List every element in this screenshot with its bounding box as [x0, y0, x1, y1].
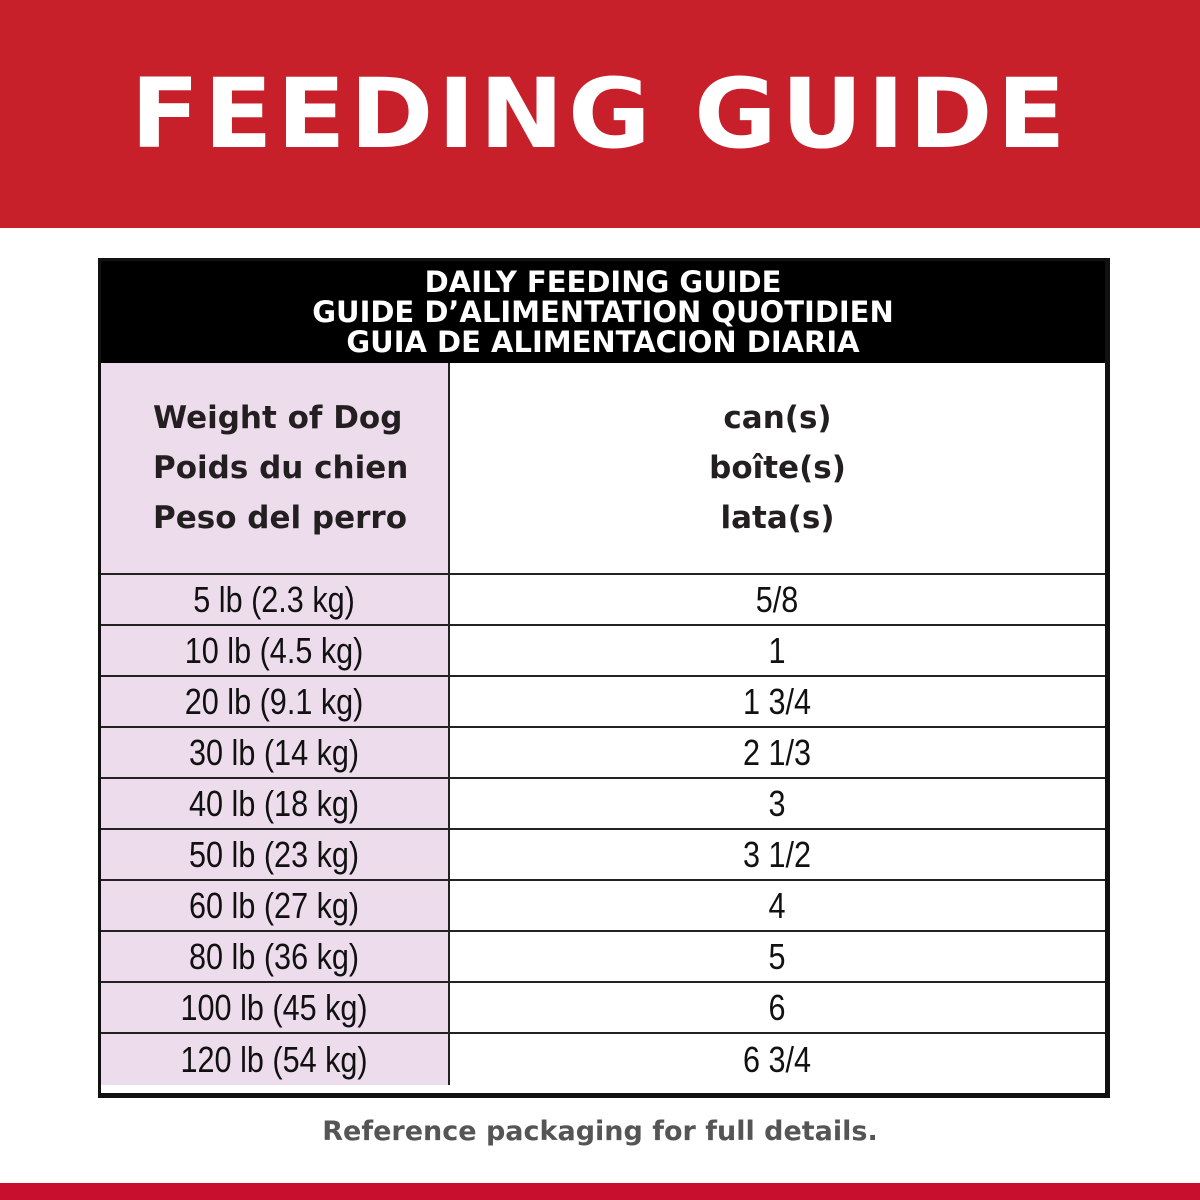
- footnote: Reference packaging for full details.: [322, 1116, 878, 1147]
- table-row: 120 lb (54 kg) 6 3/4: [101, 1034, 1105, 1085]
- table-title: DAILY FEEDING GUIDE GUIDE D’ALIMENTATION…: [101, 261, 1105, 363]
- title-banner: FEEDING GUIDE: [0, 0, 1200, 228]
- weight-cell: 40 lb (18 kg): [101, 779, 450, 828]
- cans-cell: 6: [450, 983, 1105, 1032]
- weight-column-header: Weight of Dog Poids du chien Peso del pe…: [101, 363, 450, 573]
- cans-value: 6 3/4: [743, 1038, 812, 1080]
- cans-cell: 4: [450, 881, 1105, 930]
- cans-value: 3: [768, 782, 787, 824]
- weight-value: 5 lb (2.3 kg): [193, 578, 356, 620]
- column-header-row: Weight of Dog Poids du chien Peso del pe…: [101, 363, 1105, 575]
- weight-cell: 5 lb (2.3 kg): [101, 575, 450, 624]
- header-fr: boîte(s): [709, 450, 846, 486]
- cans-cell: 3 1/2: [450, 830, 1105, 879]
- table-row: 30 lb (14 kg) 2 1/3: [101, 728, 1105, 779]
- table-body: 5 lb (2.3 kg) 5/8 10 lb (4.5 kg) 1 20 lb (9.…: [101, 575, 1105, 1085]
- cans-cell: 3: [450, 779, 1105, 828]
- table-row: 40 lb (18 kg) 3: [101, 779, 1105, 830]
- weight-cell: 80 lb (36 kg): [101, 932, 450, 981]
- cans-cell: 5: [450, 932, 1105, 981]
- weight-value: 50 lb (23 kg): [189, 833, 360, 875]
- weight-cell: 100 lb (45 kg): [101, 983, 450, 1032]
- cans-cell: 1 3/4: [450, 677, 1105, 726]
- cans-value: 3 1/2: [743, 833, 812, 875]
- header-es: lata(s): [720, 500, 835, 536]
- header-en: Weight of Dog: [153, 400, 403, 436]
- table-row: 10 lb (4.5 kg) 1: [101, 626, 1105, 677]
- weight-value: 80 lb (36 kg): [189, 935, 360, 977]
- table-row: 5 lb (2.3 kg) 5/8: [101, 575, 1105, 626]
- weight-value: 40 lb (18 kg): [189, 782, 360, 824]
- cans-value: 4: [768, 884, 787, 926]
- cans-value: 1 3/4: [743, 680, 812, 722]
- table-title-fr: GUIDE D’ALIMENTATION QUOTIDIEN: [312, 295, 894, 329]
- cans-cell: 2 1/3: [450, 728, 1105, 777]
- cans-value: 1: [768, 629, 787, 671]
- weight-cell: 50 lb (23 kg): [101, 830, 450, 879]
- cans-value: 2 1/3: [743, 731, 812, 773]
- weight-cell: 20 lb (9.1 kg): [101, 677, 450, 726]
- weight-value: 20 lb (9.1 kg): [185, 680, 364, 722]
- weight-value: 120 lb (54 kg): [180, 1038, 369, 1080]
- cans-cell: 6 3/4: [450, 1034, 1105, 1085]
- cans-value: 6: [768, 986, 787, 1028]
- table-row: 60 lb (27 kg) 4: [101, 881, 1105, 932]
- table-title-en: DAILY FEEDING GUIDE: [424, 265, 782, 299]
- header-en: can(s): [723, 400, 832, 436]
- weight-cell: 120 lb (54 kg): [101, 1034, 450, 1085]
- weight-cell: 30 lb (14 kg): [101, 728, 450, 777]
- cans-value: 5/8: [756, 578, 799, 620]
- cans-cell: 5/8: [450, 575, 1105, 624]
- cans-cell: 1: [450, 626, 1105, 675]
- cans-column-header: can(s) boîte(s) lata(s): [450, 363, 1105, 573]
- weight-cell: 60 lb (27 kg): [101, 881, 450, 930]
- page-title: FEEDING GUIDE: [130, 58, 1070, 170]
- table-row: 50 lb (23 kg) 3 1/2: [101, 830, 1105, 881]
- header-fr: Poids du chien: [153, 450, 409, 486]
- weight-value: 10 lb (4.5 kg): [185, 629, 364, 671]
- cans-value: 5: [768, 935, 787, 977]
- weight-value: 60 lb (27 kg): [189, 884, 360, 926]
- feeding-table: DAILY FEEDING GUIDE GUIDE D’ALIMENTATION…: [98, 258, 1110, 1098]
- weight-value: 30 lb (14 kg): [189, 731, 360, 773]
- table-row: 20 lb (9.1 kg) 1 3/4: [101, 677, 1105, 728]
- table-title-es: GUIA DE ALIMENTACION DIARIA: [346, 325, 860, 359]
- weight-value: 100 lb (45 kg): [180, 986, 369, 1028]
- weight-cell: 10 lb (4.5 kg): [101, 626, 450, 675]
- footer-band: [0, 1183, 1200, 1200]
- table-row: 80 lb (36 kg) 5: [101, 932, 1105, 983]
- header-es: Peso del perro: [153, 500, 408, 536]
- table-row: 100 lb (45 kg) 6: [101, 983, 1105, 1034]
